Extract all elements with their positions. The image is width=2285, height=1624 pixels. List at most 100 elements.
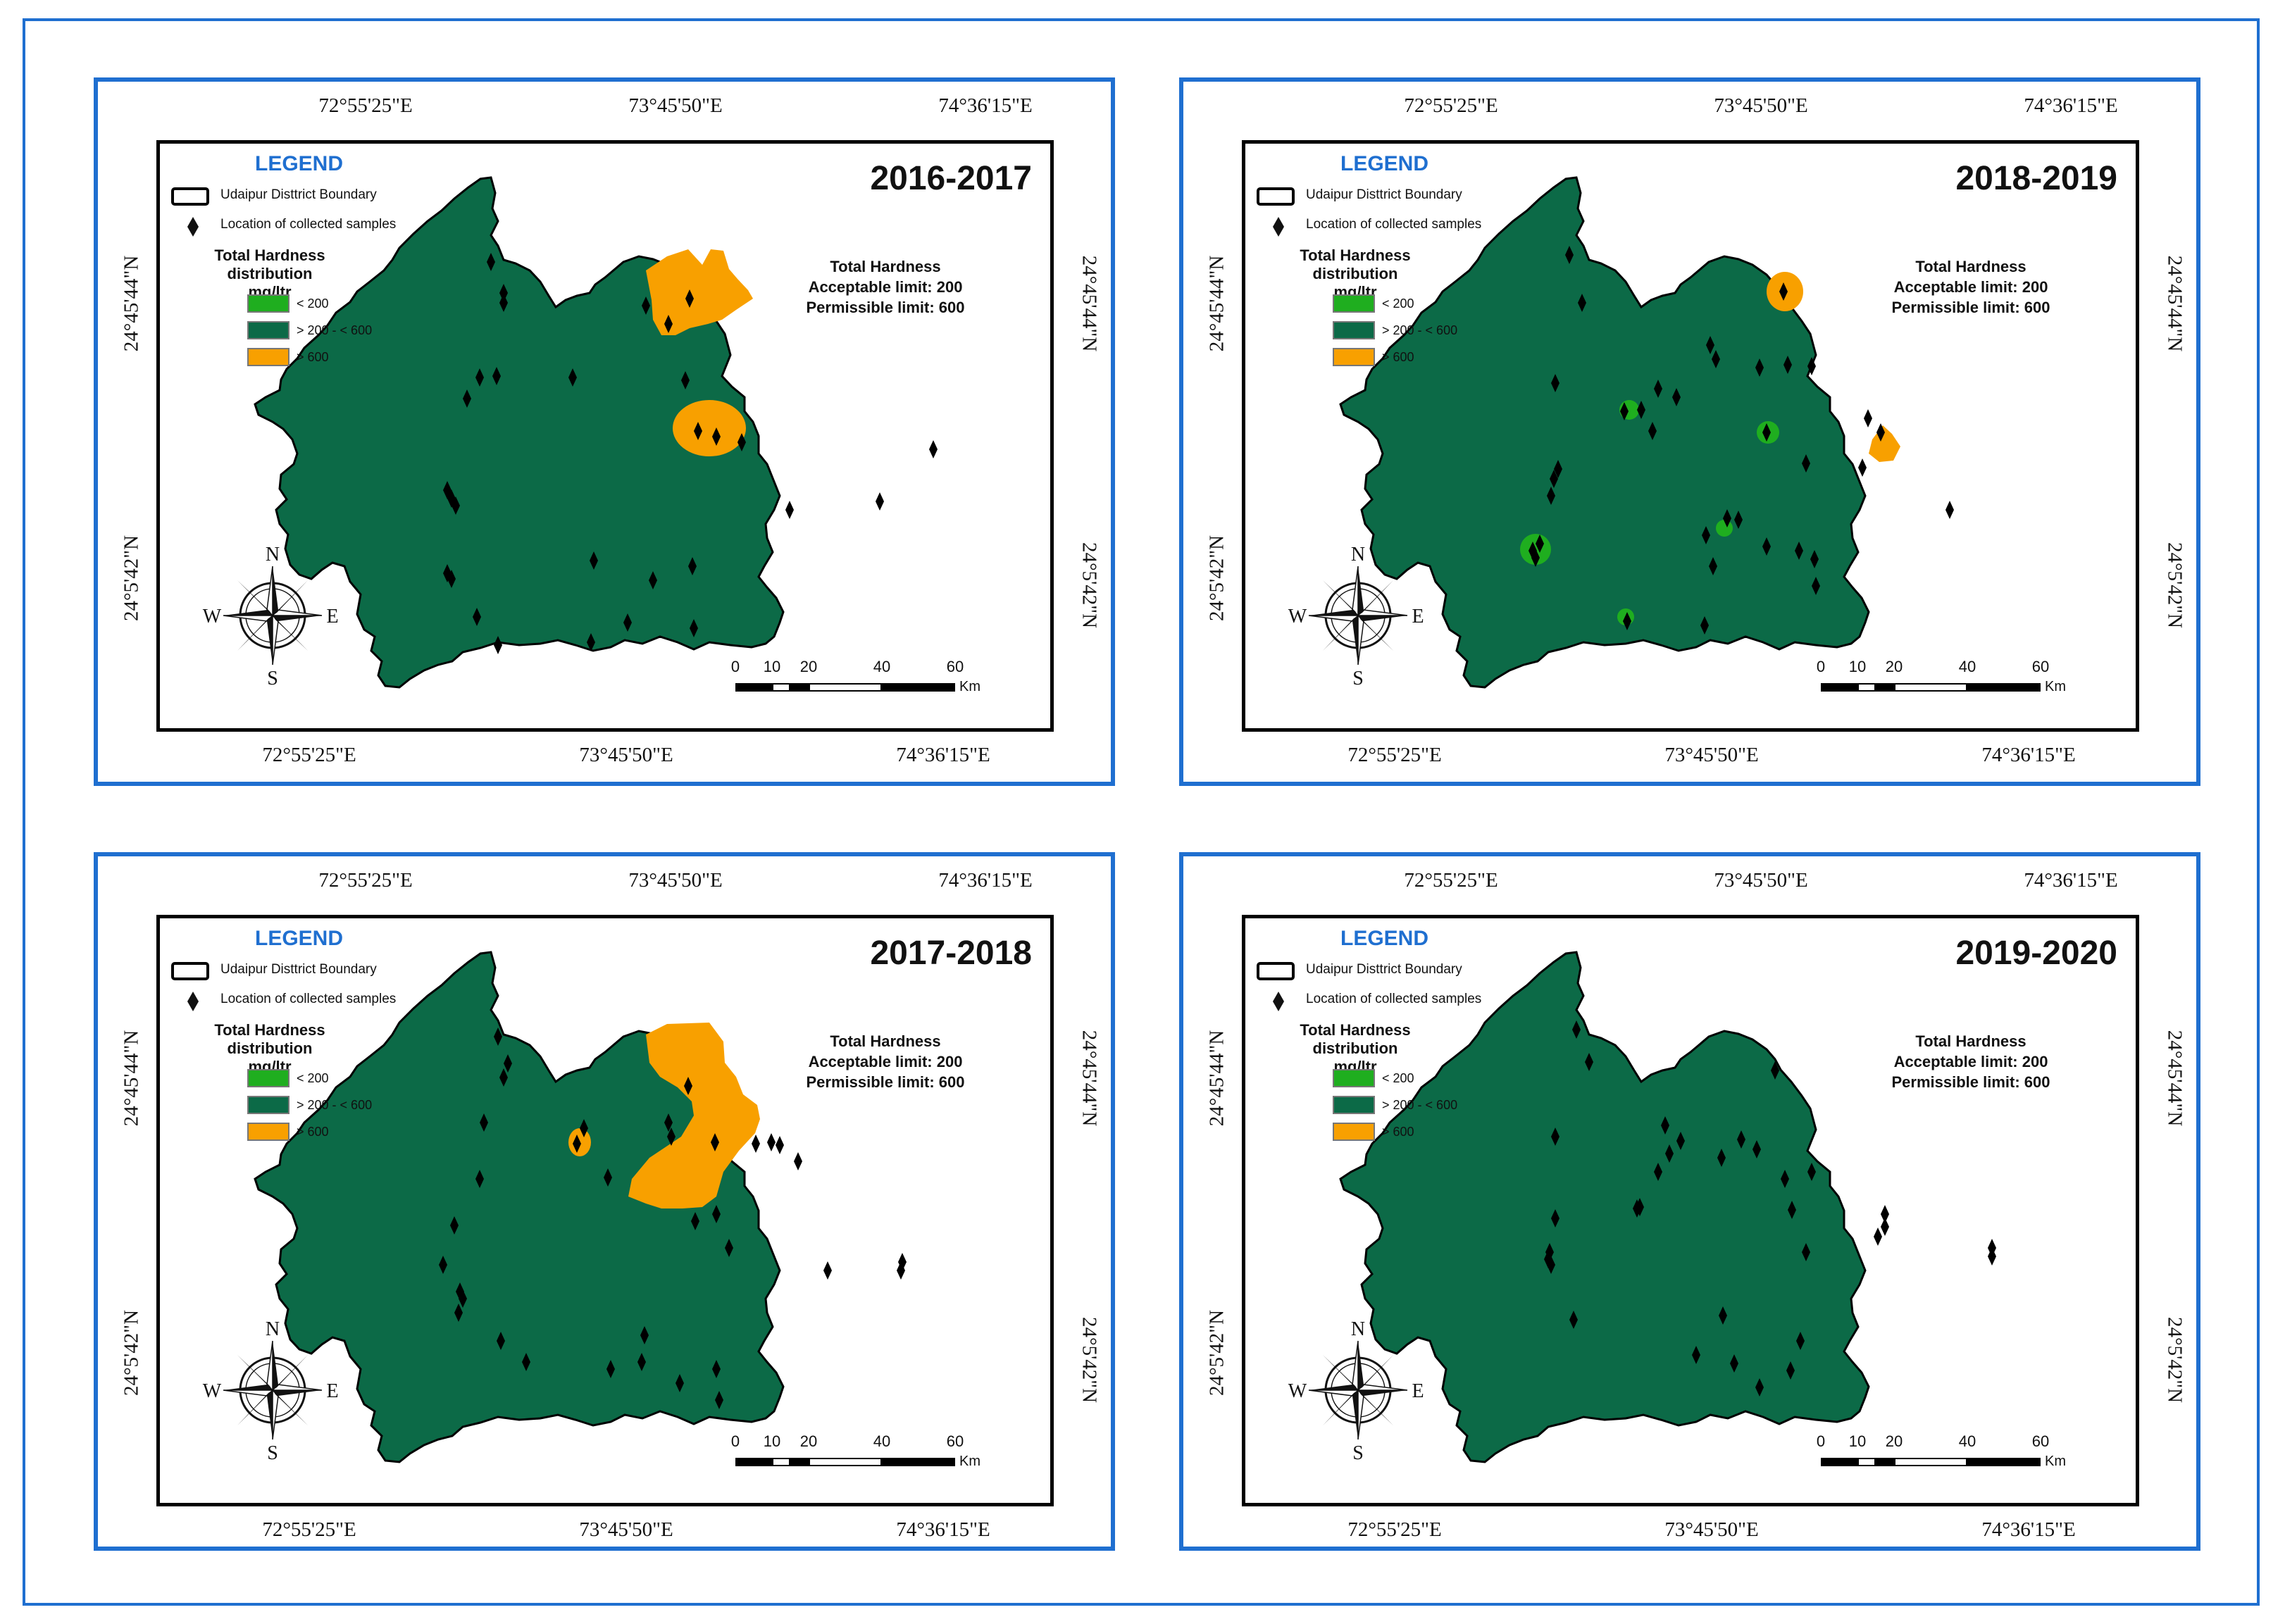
district-boundary	[1339, 951, 1870, 1463]
sample-location-marker	[473, 608, 481, 626]
sample-location-marker	[1551, 374, 1559, 392]
compass-e: E	[326, 606, 338, 627]
samples-label: Location of collected samples	[220, 992, 397, 1006]
sample-location-marker	[1676, 1132, 1685, 1150]
bottom-lon-label: 72°55'25"E	[262, 744, 356, 766]
district-map	[1339, 176, 1954, 689]
sample-location-marker	[459, 1289, 467, 1308]
class-label-high: > 600	[297, 350, 329, 364]
hardness-heading-line1: Total Hardness distribution	[214, 1021, 325, 1057]
scale-tick: 40	[873, 1432, 891, 1450]
left-lat-label: 24°45'44"N	[120, 1030, 143, 1127]
sample-location-marker	[1551, 1128, 1559, 1146]
samples-label: Location of collected samples	[220, 217, 397, 232]
hardness-legend-heading: Total Hardness distribution mg/ltr	[1271, 246, 1440, 301]
sample-location-marker	[694, 422, 702, 440]
compass-n: N	[266, 1320, 280, 1340]
sample-location-marker	[1762, 423, 1771, 442]
swatch-high	[1333, 348, 1375, 366]
sample-location-marker	[691, 1212, 699, 1230]
year-title: 2019-2020	[1955, 935, 2117, 972]
right-lat-label: 24°45'44"N	[2163, 1030, 2186, 1127]
bottom-lon-label: 73°45'50"E	[579, 1518, 673, 1541]
high-hardness-zone	[628, 1023, 760, 1208]
sample-location-marker	[480, 1113, 488, 1132]
sample-location-marker	[1723, 509, 1731, 527]
sample-location-marker	[688, 557, 697, 575]
map-panel-2016-2017: 72°55'25"E 73°45'50"E 74°36'15"E 24°45'4…	[94, 77, 1115, 786]
boundary-swatch	[171, 187, 209, 206]
bottom-lon-label: 73°45'50"E	[1664, 744, 1759, 766]
north-arrow-icon: N S E W	[203, 1320, 339, 1461]
swatch-high	[247, 1123, 289, 1141]
sample-marker-icon	[1273, 992, 1284, 1011]
compass-e: E	[326, 1380, 338, 1402]
sample-location-marker	[767, 1133, 776, 1151]
sample-location-marker	[823, 1261, 832, 1280]
bottom-lon-label: 73°45'50"E	[1664, 1518, 1759, 1541]
sample-location-marker	[1717, 1149, 1726, 1167]
high-hardness-zone	[646, 249, 753, 335]
outer-border	[23, 18, 2260, 1606]
sample-location-marker	[1988, 1247, 1996, 1266]
scale-bar: 0 10 20 40 60 Km	[731, 1432, 980, 1475]
scale-segment	[1967, 683, 2041, 692]
right-lat-label: 24°5'42"N	[1078, 1316, 1101, 1404]
sample-location-marker	[1781, 1170, 1789, 1188]
sample-location-marker	[1654, 1163, 1662, 1181]
left-lat-label: 24°5'42"N	[120, 535, 143, 622]
sample-location-marker	[499, 294, 508, 312]
scale-segment	[1876, 1458, 1894, 1466]
bottom-lon-label: 73°45'50"E	[579, 744, 673, 766]
top-lon-label: 72°55'25"E	[318, 94, 413, 117]
sample-location-marker	[876, 492, 884, 511]
compass-w: W	[1288, 1380, 1307, 1402]
right-lat-label: 24°5'42"N	[2163, 542, 2186, 629]
scale-tick: 10	[763, 1432, 781, 1450]
scale-tick: 40	[1958, 658, 1976, 675]
compass-s: S	[267, 1442, 278, 1461]
boundary-swatch	[1257, 962, 1295, 980]
sample-location-marker	[1528, 542, 1537, 560]
sample-location-marker	[1585, 1053, 1593, 1071]
sample-location-marker	[492, 367, 501, 385]
swatch-high	[1333, 1123, 1375, 1141]
hardness-legend-heading: Total Hardness distribution mg/ltr	[185, 246, 354, 301]
hardness-legend-heading: Total Hardness distribution mg/ltr	[185, 1021, 354, 1076]
sample-location-marker	[1945, 501, 1954, 519]
map-panel-2019-2020: 72°55'25"E 73°45'50"E 74°36'15"E 24°45'4…	[1179, 852, 2200, 1551]
sample-location-marker	[752, 1135, 760, 1153]
scale-tick: 20	[799, 1432, 818, 1450]
bottom-lon-label: 74°36'15"E	[1981, 744, 2076, 766]
top-lon-label: 74°36'15"E	[2024, 94, 2118, 117]
sample-location-marker	[1779, 282, 1788, 301]
top-lon-label: 73°45'50"E	[628, 94, 723, 117]
sample-location-marker	[1730, 1354, 1738, 1373]
sample-location-marker	[685, 289, 694, 308]
swatch-low	[1333, 294, 1375, 313]
sample-location-marker	[1654, 380, 1662, 398]
sample-location-marker	[1706, 336, 1714, 354]
sample-location-marker	[929, 440, 938, 458]
north-arrow-icon: N S E W	[1288, 545, 1424, 686]
scale-segment	[1894, 683, 1967, 692]
sample-location-marker	[1620, 402, 1629, 420]
scale-segment	[809, 1458, 882, 1466]
sample-location-marker	[715, 1391, 723, 1409]
sample-location-marker	[1578, 294, 1586, 312]
sample-location-marker	[1752, 1140, 1761, 1158]
right-lat-label: 24°45'44"N	[2163, 255, 2186, 352]
sample-location-marker	[1881, 1218, 1889, 1236]
sample-location-marker	[1755, 358, 1764, 377]
sample-location-marker	[1547, 1256, 1555, 1274]
scale-tick: 60	[2031, 658, 2050, 675]
right-lat-label: 24°45'44"N	[1078, 255, 1101, 352]
sample-location-marker	[1795, 542, 1803, 560]
sample-location-marker	[1788, 1201, 1796, 1219]
sample-location-marker	[776, 1136, 784, 1154]
bottom-lon-label: 72°55'25"E	[1347, 1518, 1442, 1541]
scale-segment	[1821, 1458, 1857, 1466]
sample-location-marker	[1786, 1361, 1795, 1380]
scale-segment	[772, 683, 790, 692]
legend-title: LEGEND	[255, 927, 344, 950]
